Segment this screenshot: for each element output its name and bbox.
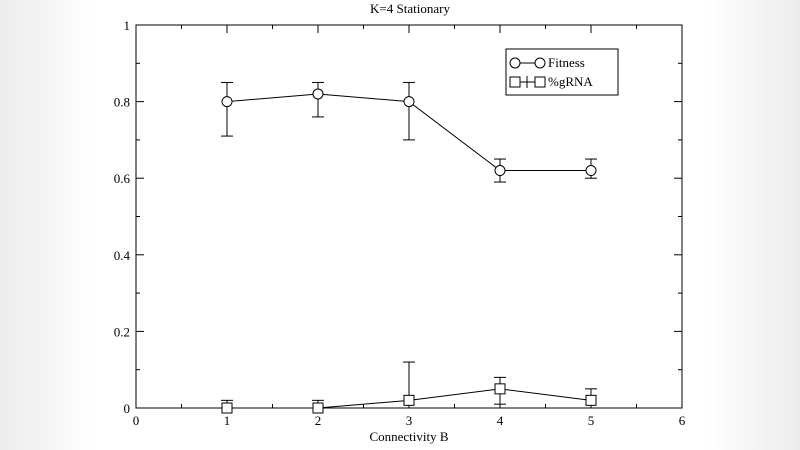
x-tick-label: 6 (679, 413, 686, 428)
legend: Fitness %gRNA (505, 48, 619, 96)
y-tick-label: 0.8 (114, 95, 130, 110)
data-point-circle (221, 96, 233, 108)
data-point-circle (312, 88, 324, 100)
legend-label-fitness: Fitness (548, 55, 585, 70)
y-tick-label: 0 (124, 401, 131, 416)
series-layer (221, 81, 597, 414)
data-point-square (403, 394, 415, 406)
y-tick-label: 0.4 (114, 248, 131, 263)
data-point-circle (585, 165, 597, 177)
x-tick-label: 4 (497, 413, 504, 428)
x-tick-label: 0 (133, 413, 140, 428)
series-grna (221, 361, 597, 414)
series-fitness (221, 81, 597, 183)
legend-box (505, 48, 619, 96)
legend-marker-fitness (509, 57, 521, 69)
data-point-circle (494, 165, 506, 177)
data-point-square (312, 402, 324, 414)
legend-marker-grna (509, 76, 521, 88)
y-tick-label: 0.6 (114, 171, 131, 186)
x-tick-label: 5 (588, 413, 595, 428)
x-tick-label: 3 (406, 413, 413, 428)
data-point-square (494, 383, 506, 395)
legend-marker-fitness-end (534, 57, 546, 69)
x-tick-label: 2 (315, 413, 322, 428)
data-point-circle (403, 96, 415, 108)
data-point-square (221, 402, 233, 414)
data-point-square (585, 394, 597, 406)
x-tick-label: 1 (224, 413, 231, 428)
legend-label-grna: %gRNA (548, 74, 593, 89)
y-tick-label: 1 (124, 18, 131, 33)
x-axis-title: Connectivity B (369, 429, 448, 444)
y-tick-label: 0.2 (114, 324, 130, 339)
legend-marker-grna-end (534, 76, 546, 88)
chart-title: K=4 Stationary (370, 1, 450, 16)
